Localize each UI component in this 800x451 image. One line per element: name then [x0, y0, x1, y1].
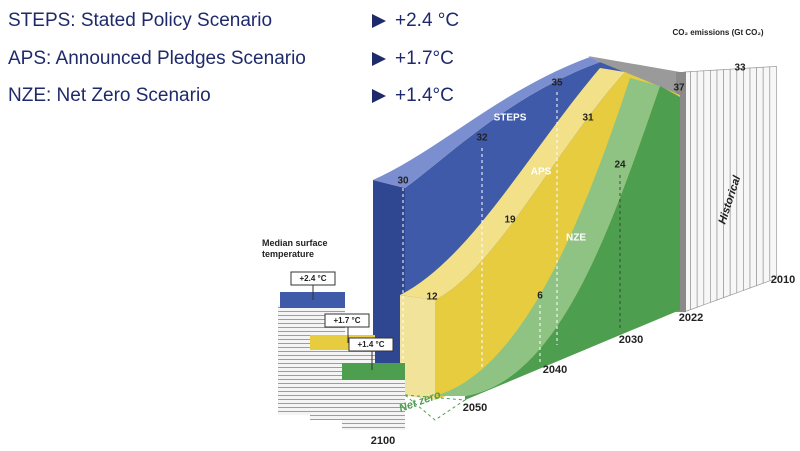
- value-label: 12: [426, 292, 438, 303]
- value-label: 32: [476, 133, 488, 144]
- value-label: 37: [673, 83, 685, 94]
- axis-title: CO₂ emissions (Gt CO₂): [672, 28, 763, 37]
- historical-slat: [756, 66, 764, 287]
- net-zero-outline: [403, 394, 467, 421]
- year-label: 2030: [619, 334, 643, 346]
- historical-slat: [710, 69, 718, 303]
- year-label: 2100: [371, 435, 395, 447]
- scenario-label: NZE: [566, 233, 586, 244]
- value-label: 19: [504, 215, 516, 226]
- temp-nze: [342, 363, 405, 380]
- historical-block: [683, 66, 777, 313]
- scenario-label: STEPS: [494, 113, 527, 124]
- legend-name: APS: Announced Pledges Scenario: [8, 48, 306, 69]
- aps-side: [400, 295, 435, 400]
- historical-slat: [769, 66, 777, 282]
- legend-value: +2.4 °C: [395, 10, 460, 31]
- temp-label: +2.4 °C: [300, 274, 327, 283]
- value-label: 30: [397, 176, 409, 187]
- historical-slat: [749, 67, 757, 289]
- legend-value: +1.7°C: [395, 48, 454, 69]
- temp-label: +1.7 °C: [334, 316, 361, 325]
- year-label: 2040: [543, 364, 567, 376]
- temp-stack: [342, 375, 405, 430]
- historical-slat: [703, 70, 711, 306]
- arrow: [372, 14, 386, 28]
- historical-slat: [716, 69, 724, 301]
- nze-face: [465, 86, 680, 400]
- arrow: [372, 52, 386, 66]
- temp-label: +1.4 °C: [358, 340, 385, 349]
- steps-top: [373, 57, 600, 188]
- value-label: 31: [582, 113, 594, 124]
- legend-name: NZE: Net Zero Scenario: [8, 85, 211, 106]
- year-label: 2050: [463, 402, 487, 414]
- value-label: 6: [537, 291, 543, 302]
- temp-box: [290, 271, 336, 286]
- arrow: [372, 89, 386, 103]
- legend-value: +1.4°C: [395, 85, 454, 106]
- historical-slat: [696, 70, 705, 308]
- historical-slat: [690, 70, 698, 311]
- value-label: 33: [734, 63, 746, 74]
- temp-box: [324, 313, 370, 328]
- value-label: 35: [551, 78, 563, 89]
- temp-box: [348, 337, 394, 352]
- historical-slat: [743, 67, 751, 291]
- legend-name: STEPS: Stated Policy Scenario: [8, 10, 273, 31]
- value-label: 24: [614, 160, 626, 171]
- nze-top: [435, 78, 660, 396]
- historical-slat: [762, 66, 771, 284]
- temperature-title: Median surface temperature: [262, 238, 328, 259]
- year-label: 2022: [679, 312, 703, 324]
- aps-top: [400, 68, 625, 300]
- scenario-label: APS: [531, 167, 552, 178]
- year-label: 2010: [771, 274, 795, 286]
